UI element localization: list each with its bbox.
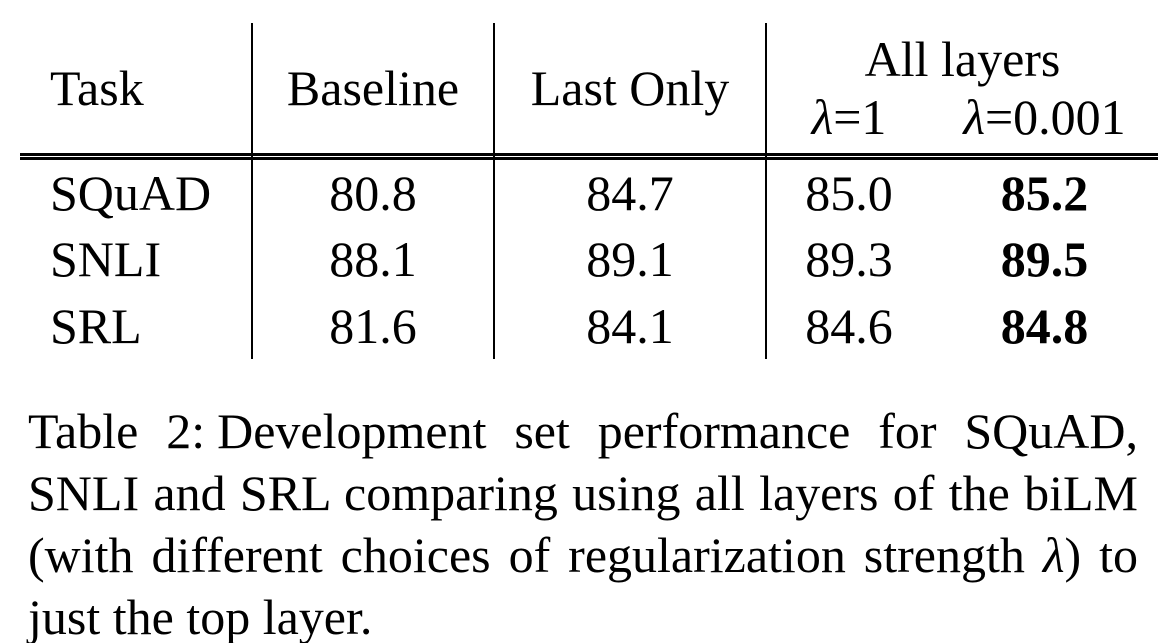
header-separator-double-rule [20, 153, 1158, 160]
cell-baseline: 88.1 [253, 226, 495, 292]
cell-lambda-0001: 85.2 [1000, 165, 1089, 221]
cell-lambda-0001: 89.5 [1000, 231, 1089, 287]
table-header-row: Task Baseline Last Only All layers λ =1 λ… [20, 23, 1158, 153]
caption-table-number: Table 2: [28, 403, 206, 459]
results-table: Task Baseline Last Only All layers λ =1 λ… [20, 23, 1158, 359]
rule-segment [20, 153, 253, 160]
lambda-symbol: λ [1042, 527, 1065, 583]
table-row-srl: SRL 81.6 84.1 84.6 84.8 [20, 292, 1158, 359]
rule-segment [767, 153, 1158, 160]
column-header-last-only: Last Only [495, 23, 767, 153]
cell-baseline: 81.6 [253, 292, 495, 359]
lambda-symbol: λ [811, 89, 834, 145]
cell-last-only: 84.7 [495, 160, 767, 226]
cell-lambda-1: 85.0 [805, 165, 893, 221]
table-row-snli: SNLI 88.1 89.1 89.3 89.5 [20, 226, 1158, 292]
column-header-baseline: Baseline [253, 23, 495, 153]
cell-task: SQuAD [20, 160, 253, 226]
rule-segment [253, 153, 495, 160]
caption-line-3: (with different choices of regularizatio… [28, 524, 1138, 586]
cell-last-only: 89.1 [495, 226, 767, 292]
cell-last-only: 84.1 [495, 292, 767, 359]
cell-lambda-1: 89.3 [805, 231, 893, 287]
cell-task: SNLI [20, 226, 253, 292]
column-header-all-layers: All layers λ =1 λ =0.001 [767, 23, 1158, 153]
caption-line-2: SNLI and SRL comparing using all layers … [28, 465, 1138, 521]
table-caption: Table 2: Development set performance for … [28, 400, 1138, 643]
table-row-squad: SQuAD 80.8 84.7 85.0 85.2 [20, 160, 1158, 226]
subheader-lambda-1: λ =1 [767, 88, 931, 146]
caption-line-4: just the top layer. [28, 589, 373, 643]
subheader-lambda-0001: λ =0.001 [931, 88, 1158, 146]
caption-text: Development set performance for SQuAD, [217, 403, 1139, 459]
caption-line-1: Table 2: Development set performance for … [28, 400, 1138, 462]
lambda-subheader-row: λ =1 λ =0.001 [767, 88, 1158, 146]
cell-task: SRL [20, 292, 253, 359]
lambda-0001-value: =0.001 [984, 89, 1126, 145]
caption-text: ) to [1064, 527, 1138, 583]
caption-text: (with different choices of regularizatio… [28, 527, 1043, 583]
rule-segment [495, 153, 767, 160]
lambda-1-value: =1 [833, 89, 887, 145]
cell-lambda-0001: 84.8 [1000, 297, 1089, 354]
lambda-symbol: λ [963, 89, 985, 145]
cell-lambda-1: 84.6 [805, 297, 893, 354]
column-header-task: Task [20, 23, 253, 153]
cell-baseline: 80.8 [253, 160, 495, 226]
all-layers-label: All layers [864, 31, 1061, 87]
